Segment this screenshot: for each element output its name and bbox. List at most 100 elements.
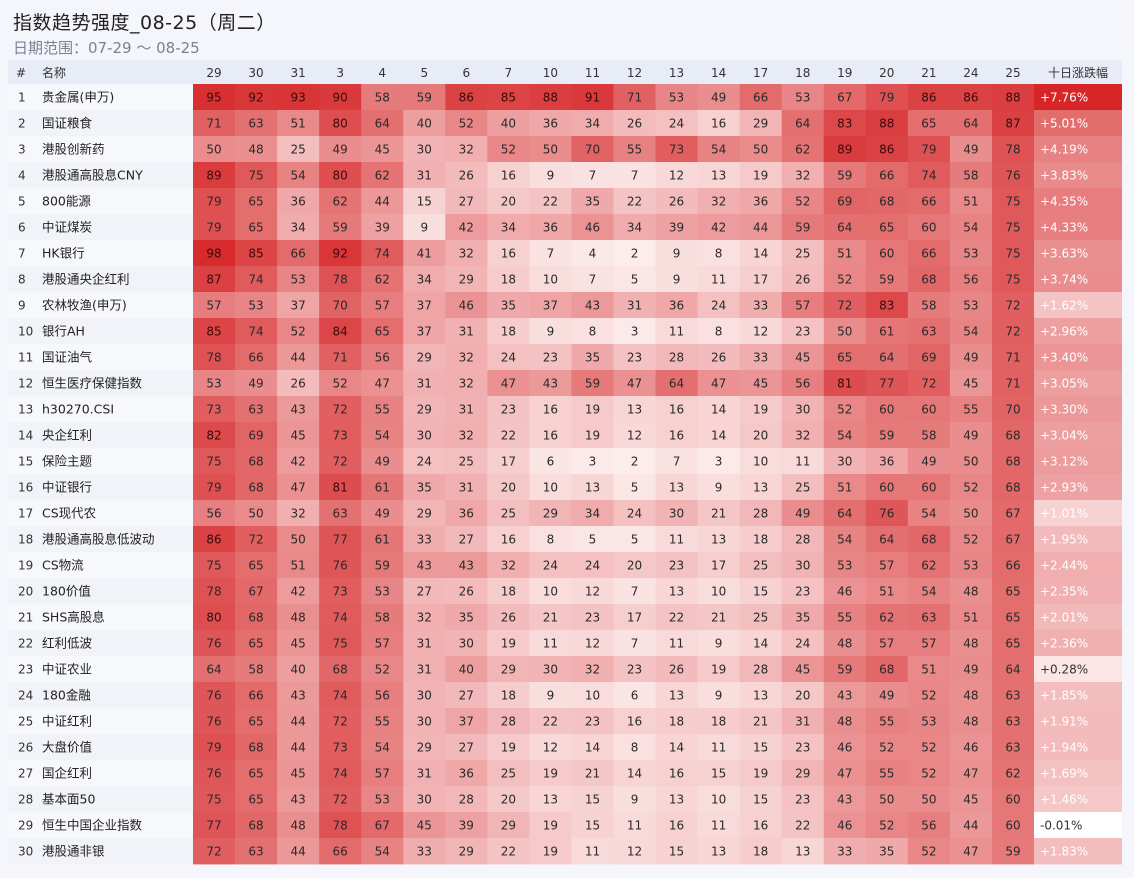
heat-cell bbox=[697, 526, 741, 553]
heat-cell bbox=[319, 422, 362, 449]
heat-cell-label: 25 bbox=[795, 481, 810, 495]
heat-cell bbox=[949, 500, 993, 527]
heat-cell-label: 88 bbox=[543, 91, 558, 105]
heat-cell bbox=[193, 552, 236, 579]
heat-cell-label: 12 bbox=[669, 169, 684, 183]
heat-cell-label: 32 bbox=[417, 611, 432, 625]
heat-cell bbox=[865, 838, 909, 865]
heat-cell-label: 78 bbox=[333, 819, 348, 833]
row-name: 港股通高股息CNY bbox=[42, 168, 143, 183]
change-cell bbox=[1034, 578, 1122, 605]
heat-cell-label: 9 bbox=[547, 689, 555, 703]
change-cell bbox=[1034, 682, 1122, 709]
heat-cell bbox=[277, 708, 320, 735]
row-index: 16 bbox=[18, 481, 33, 495]
heat-cell-label: 54 bbox=[837, 533, 852, 547]
heat-cell bbox=[613, 422, 656, 449]
change-cell bbox=[1034, 318, 1122, 345]
heat-cell bbox=[445, 188, 488, 215]
heat-cell-label: 31 bbox=[417, 637, 432, 651]
heat-cell-label: 13 bbox=[669, 689, 684, 703]
heat-cell bbox=[865, 760, 909, 787]
heat-cell-label: 75 bbox=[1005, 247, 1020, 261]
heat-cell-label: 20 bbox=[753, 429, 768, 443]
heat-cell bbox=[571, 240, 614, 267]
heat-cell bbox=[235, 734, 278, 761]
heat-cell bbox=[403, 578, 446, 605]
heat-cell bbox=[655, 370, 698, 397]
heat-cell bbox=[991, 188, 1035, 215]
heat-cell-label: 74 bbox=[333, 611, 348, 625]
heat-cell-label: 79 bbox=[921, 143, 936, 157]
heat-cell-label: 24 bbox=[585, 559, 600, 573]
heat-cell-label: 54 bbox=[375, 429, 390, 443]
heat-cell-label: 43 bbox=[290, 403, 305, 417]
heat-cell bbox=[907, 474, 951, 501]
heat-cell-label: 54 bbox=[375, 845, 390, 859]
heat-cell-label: 52 bbox=[375, 663, 390, 677]
heat-cell-label: 74 bbox=[248, 325, 263, 339]
col-header-day: 12 bbox=[627, 66, 642, 80]
row-name: 恒生中国企业指数 bbox=[42, 818, 143, 833]
row-index: 18 bbox=[18, 533, 33, 547]
heat-cell-label: 7 bbox=[589, 273, 597, 287]
heat-cell-label: 60 bbox=[879, 403, 894, 417]
heat-cell bbox=[193, 344, 236, 371]
heat-cell bbox=[907, 786, 951, 813]
row-label-band bbox=[8, 136, 193, 162]
heat-cell bbox=[403, 552, 446, 579]
heat-cell-label: 49 bbox=[375, 455, 390, 469]
heat-cell bbox=[487, 422, 530, 449]
heat-cell bbox=[319, 266, 362, 293]
heat-cell bbox=[529, 344, 572, 371]
heat-cell bbox=[571, 786, 614, 813]
heat-cell-label: 31 bbox=[417, 377, 432, 391]
heat-cell bbox=[277, 422, 320, 449]
heat-cell-label: 36 bbox=[879, 455, 894, 469]
heat-cell-label: 21 bbox=[543, 611, 558, 625]
change-cell-label: +7.76% bbox=[1040, 91, 1088, 105]
heat-cell bbox=[193, 422, 236, 449]
heat-cell-label: 65 bbox=[1005, 585, 1020, 599]
heat-cell bbox=[823, 552, 867, 579]
heat-cell bbox=[193, 84, 236, 111]
heat-cell-label: 91 bbox=[585, 91, 600, 105]
row-name: 港股创新药 bbox=[42, 142, 105, 157]
heat-cell bbox=[907, 266, 951, 293]
heat-cell-label: 19 bbox=[753, 169, 768, 183]
heat-cell bbox=[907, 188, 951, 215]
heat-cell bbox=[529, 422, 572, 449]
heat-cell-label: 63 bbox=[1005, 689, 1020, 703]
heat-cell-label: 46 bbox=[837, 585, 852, 599]
heat-cell-label: 77 bbox=[333, 533, 348, 547]
heat-cell-label: 76 bbox=[879, 507, 894, 521]
row-label-band bbox=[8, 838, 193, 864]
heat-cell-label: 68 bbox=[333, 663, 348, 677]
heat-cell bbox=[487, 630, 530, 657]
row-index: 8 bbox=[18, 273, 26, 287]
heat-cell bbox=[739, 682, 783, 709]
heat-cell-label: 5 bbox=[631, 481, 639, 495]
heat-cell bbox=[655, 682, 698, 709]
heat-cell bbox=[361, 266, 404, 293]
col-header-day: 14 bbox=[711, 66, 726, 80]
change-cell-label: +1.69% bbox=[1040, 767, 1088, 781]
row-label-band bbox=[8, 630, 193, 656]
heat-cell-label: 51 bbox=[963, 195, 978, 209]
heat-cell bbox=[319, 110, 362, 137]
heat-cell-label: 12 bbox=[627, 429, 642, 443]
heat-cell bbox=[739, 448, 783, 475]
heat-cell-label: 14 bbox=[711, 429, 726, 443]
row-index: 15 bbox=[18, 455, 33, 469]
heat-cell bbox=[193, 786, 236, 813]
change-cell-label: +2.44% bbox=[1040, 559, 1088, 573]
row-name: 红利低波 bbox=[42, 636, 93, 651]
heat-cell-label: 49 bbox=[248, 377, 263, 391]
heat-cell-label: 68 bbox=[248, 481, 263, 495]
heat-cell bbox=[529, 214, 572, 241]
heat-cell-label: 16 bbox=[669, 403, 684, 417]
heat-cell-label: 68 bbox=[921, 533, 936, 547]
heat-cell bbox=[655, 578, 698, 605]
heat-cell-label: 55 bbox=[375, 715, 390, 729]
heat-cell-label: 7 bbox=[673, 455, 681, 469]
